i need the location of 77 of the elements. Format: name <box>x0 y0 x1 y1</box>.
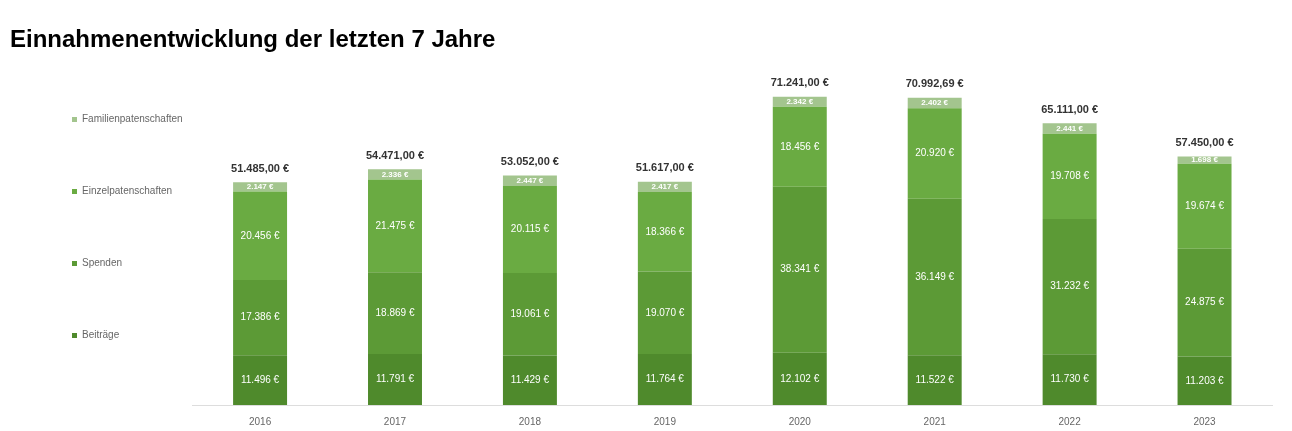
bar <box>637 354 692 405</box>
x-tick-label: 2022 <box>1058 415 1082 427</box>
data-label: 2.147 € <box>246 182 274 192</box>
x-tick-label: 2023 <box>1193 415 1217 427</box>
bar <box>502 273 557 356</box>
data-label: 11.730 € <box>1050 373 1090 385</box>
bar <box>637 271 692 355</box>
data-label: 18.456 € <box>780 140 820 152</box>
total-label: 70.992,69 € <box>905 77 964 90</box>
data-label: 1.698 € <box>1191 155 1219 165</box>
data-label: 12.102 € <box>780 372 820 384</box>
data-label: 18.869 € <box>375 306 415 318</box>
total-label: 71.241,00 € <box>770 76 829 89</box>
total-label: 65.111,00 € <box>1041 102 1099 115</box>
bar <box>907 108 962 199</box>
chart-title: Einnahmenentwicklung der letzten 7 Jahre <box>10 25 496 53</box>
data-label: 11.496 € <box>240 373 280 385</box>
bar <box>502 186 557 274</box>
bar <box>1177 356 1232 405</box>
data-label: 2.447 € <box>516 175 544 185</box>
data-label: 11.203 € <box>1185 374 1225 386</box>
data-label: 19.070 € <box>645 306 685 318</box>
data-label: 11.429 € <box>510 374 550 386</box>
bar <box>502 355 557 405</box>
bar <box>1177 248 1232 357</box>
bar <box>1177 163 1232 249</box>
data-label: 2.441 € <box>1056 123 1084 133</box>
bar <box>772 186 827 353</box>
total-label: 53.052,00 € <box>500 154 559 167</box>
bar <box>368 179 422 273</box>
data-label: 19.708 € <box>1050 170 1090 182</box>
bar <box>368 353 422 405</box>
x-tick-label: 2021 <box>923 415 947 427</box>
data-label: 20.920 € <box>915 147 955 159</box>
bar <box>233 280 288 356</box>
data-label: 38.341 € <box>780 263 820 275</box>
data-label: 11.764 € <box>645 373 685 385</box>
bar <box>907 355 962 405</box>
total-label: 57.450,00 € <box>1175 135 1234 148</box>
bar <box>1042 133 1097 220</box>
data-label: 11.522 € <box>915 373 955 385</box>
total-label: 51.617,00 € <box>635 161 694 174</box>
bar <box>368 272 422 354</box>
x-tick-label: 2017 <box>383 415 407 427</box>
total-label: 51.485,00 € <box>231 161 290 174</box>
bar <box>1042 219 1097 355</box>
x-tick-label: 2018 <box>518 415 542 427</box>
data-label: 20.115 € <box>510 223 550 235</box>
data-label: 24.875 € <box>1185 296 1225 308</box>
data-label: 21.475 € <box>375 219 415 231</box>
bar <box>637 192 692 272</box>
data-label: 2.342 € <box>786 96 814 106</box>
data-label: 11.791 € <box>375 373 415 385</box>
bar <box>233 355 288 405</box>
data-label: 2.336 € <box>381 169 409 179</box>
data-label: 2.417 € <box>651 182 679 192</box>
x-tick-label: 2020 <box>788 415 812 427</box>
legend-label: Beiträge <box>82 329 120 341</box>
x-tick-label: 2019 <box>653 415 677 427</box>
data-label: 31.232 € <box>1050 280 1090 292</box>
data-label: 19.674 € <box>1185 200 1225 212</box>
legend-label: Einzelpatenschaften <box>82 185 173 197</box>
data-label: 17.386 € <box>240 311 280 323</box>
bar <box>772 352 827 405</box>
data-label: 20.456 € <box>240 229 280 241</box>
bar <box>907 198 962 356</box>
bar <box>233 191 288 281</box>
legend-label: Familienpatenschaften <box>82 113 183 125</box>
data-label: 2.402 € <box>921 98 949 108</box>
x-tick-label: 2016 <box>248 415 272 427</box>
total-label: 54.471,00 € <box>365 148 425 161</box>
bar <box>772 106 827 187</box>
data-label: 19.061 € <box>510 308 550 320</box>
legend-label: Spenden <box>82 257 123 269</box>
data-label: 36.149 € <box>915 270 955 282</box>
data-label: 18.366 € <box>645 225 685 237</box>
bar <box>1042 354 1097 405</box>
